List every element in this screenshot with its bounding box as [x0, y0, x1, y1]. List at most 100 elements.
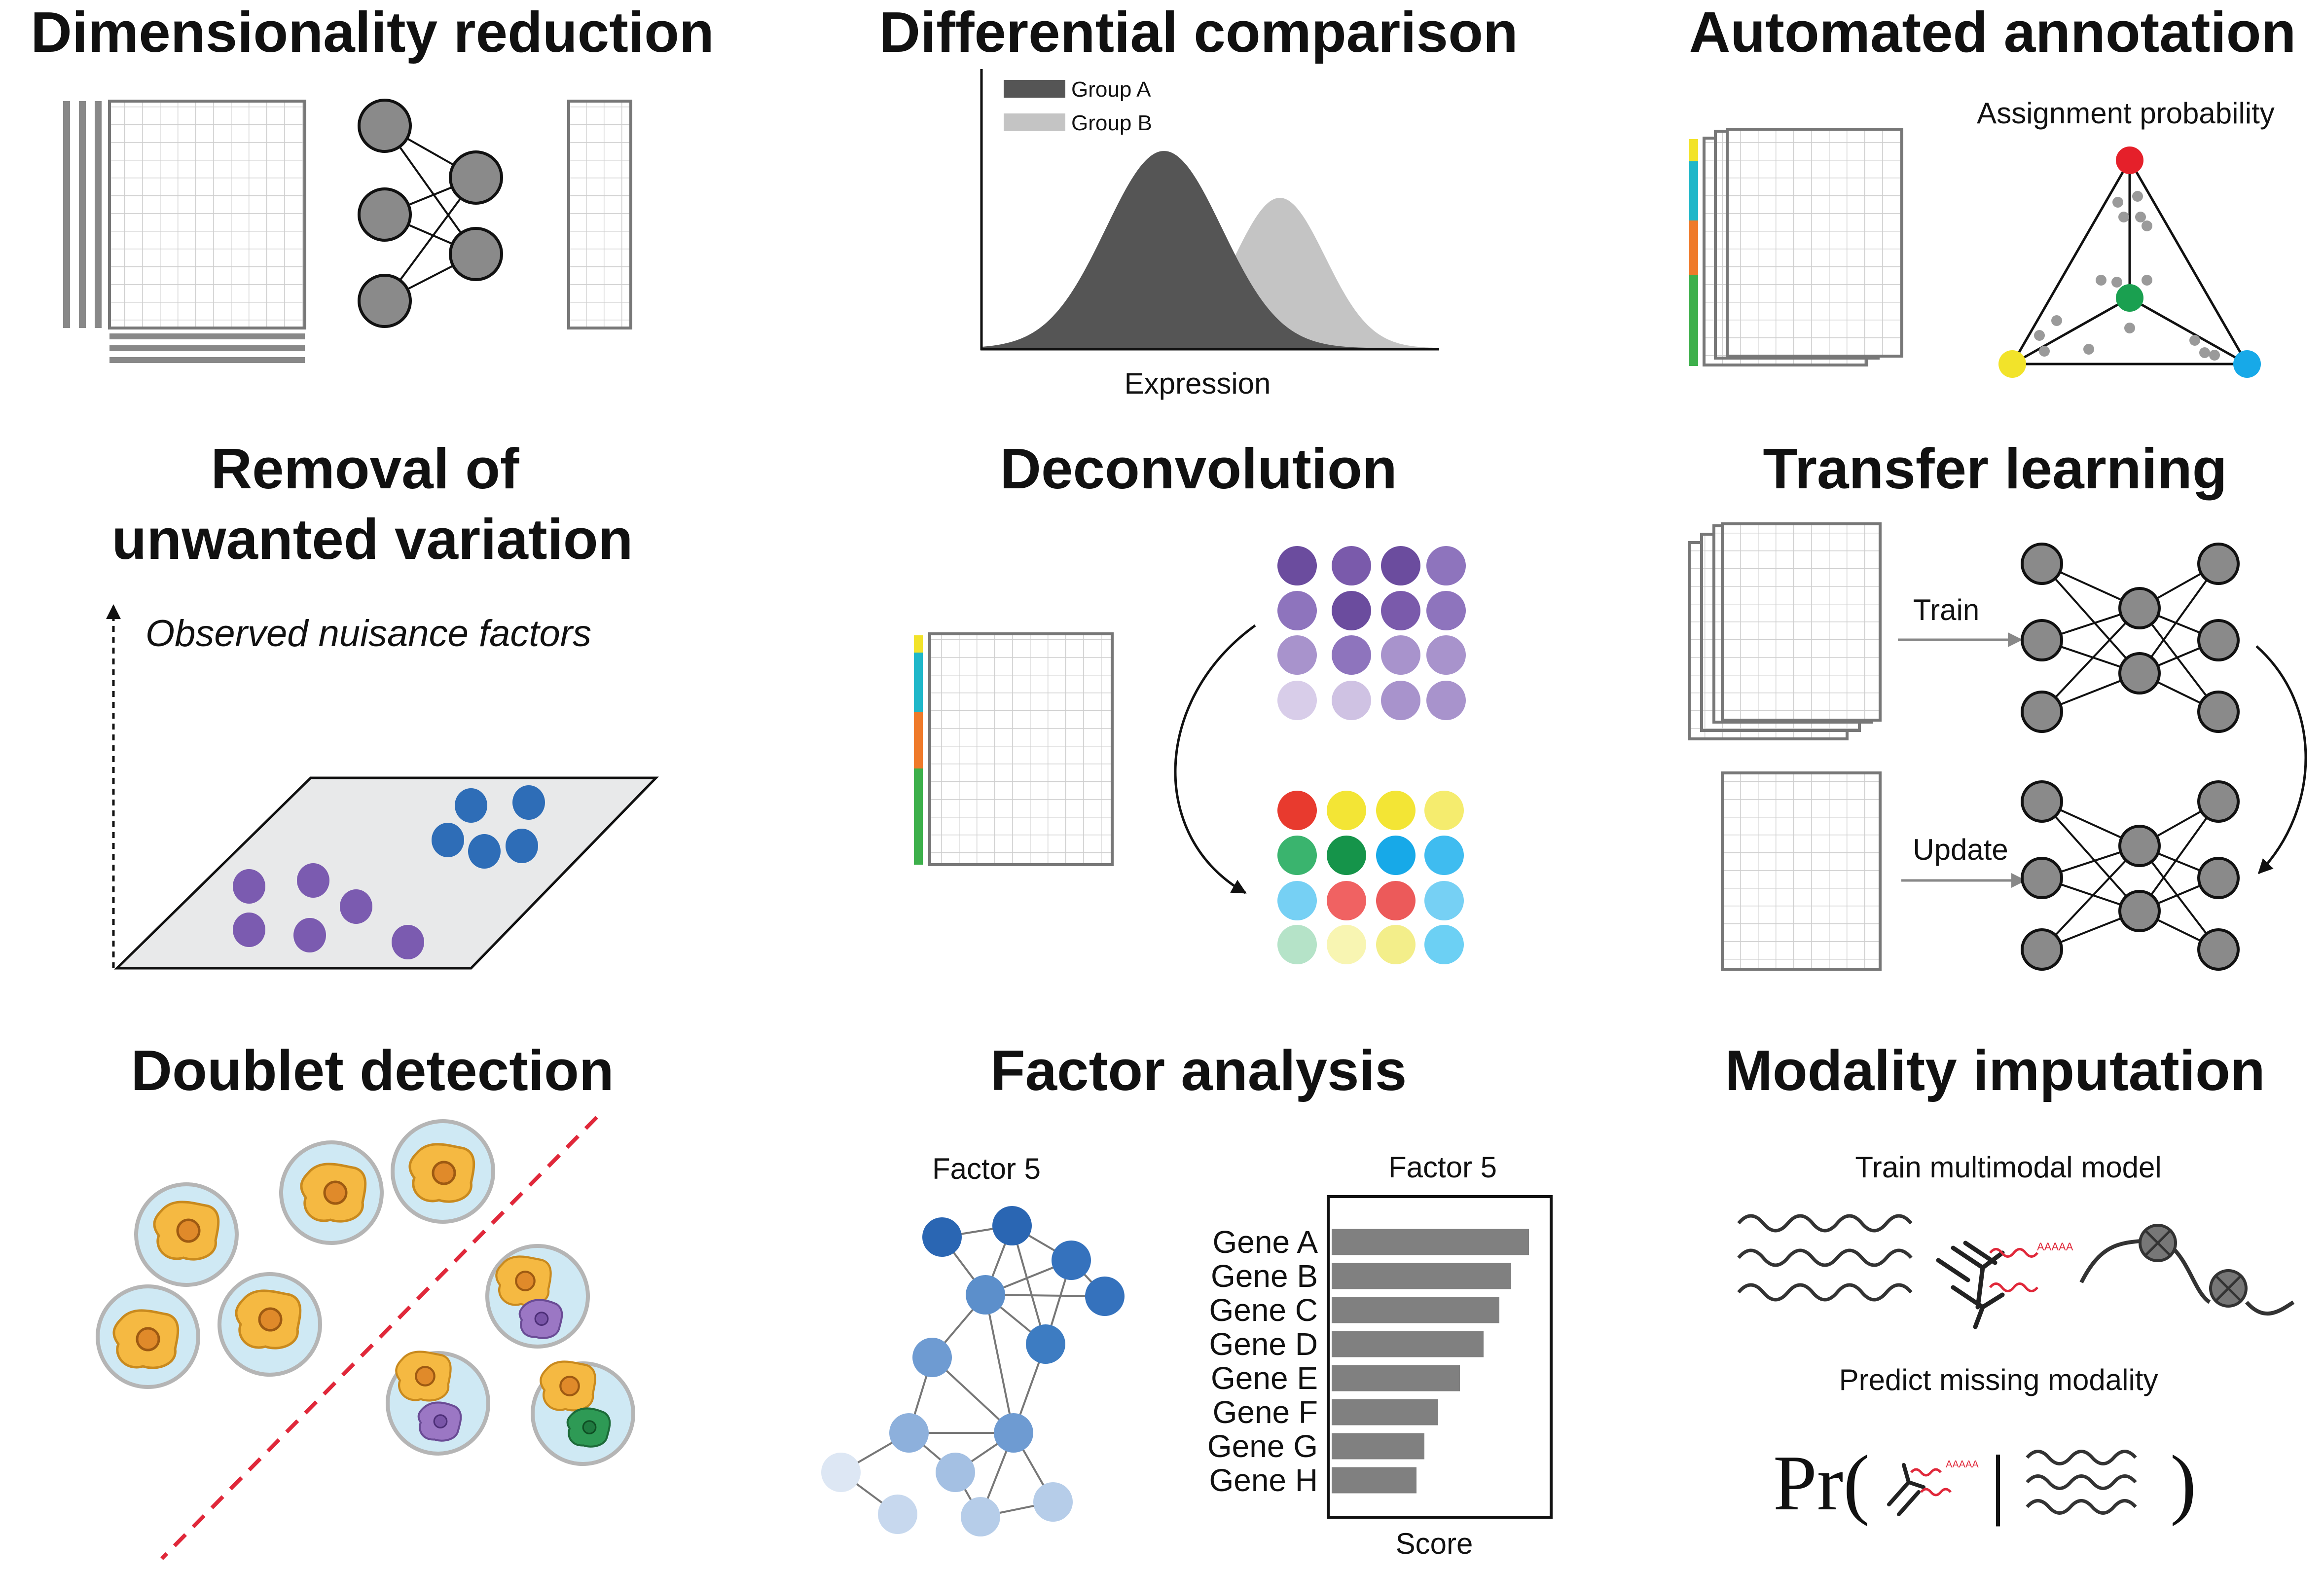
distribution-curves — [981, 151, 1439, 348]
network-node — [2021, 857, 2063, 899]
curve-group-a — [981, 151, 1439, 348]
formula-rna-wave — [2026, 1450, 2137, 1515]
network-node — [2118, 587, 2161, 629]
panel-automated-annotation: Automated annotation Assignment probabil… — [1689, 0, 2296, 378]
panel-removal-unwanted-variation: Removal of unwanted variation Observed n… — [106, 437, 659, 970]
gene-label: Gene F — [1213, 1394, 1318, 1430]
legend-label-a: Group A — [1071, 77, 1151, 102]
formula-close: ) — [2170, 1439, 2196, 1527]
gene-label: Gene D — [1209, 1326, 1318, 1362]
panel-title: Modality imputation — [1725, 1038, 2265, 1102]
gene-label: Gene B — [1211, 1258, 1318, 1294]
panel-title-line1: Removal of — [211, 437, 519, 501]
bar-gene-h — [1332, 1467, 1416, 1494]
network-node — [2021, 619, 2063, 661]
panel-transfer-learning: Transfer learning Train Update — [1688, 437, 2307, 971]
panel-title: Automated annotation — [1689, 0, 2296, 64]
curved-arrow — [2255, 645, 2307, 875]
purple-dot-grid — [1277, 546, 1466, 720]
bar-gene-c — [1332, 1297, 1499, 1323]
autoencoder-network — [358, 99, 503, 328]
panel-differential-comparison: Differential comparison Group A Group B … — [879, 0, 1518, 400]
panel-dimensionality-reduction: Dimensionality reduction — [31, 0, 714, 363]
panel-doublet-detection: Doublet detection — [96, 1038, 635, 1560]
panel-title: Deconvolution — [1000, 437, 1397, 501]
vertex-red — [2116, 146, 2143, 174]
network-pretrained — [2021, 543, 2240, 733]
gene-label: Gene C — [1209, 1292, 1318, 1328]
network-node — [2118, 825, 2161, 867]
predict-label: Predict missing modality — [1839, 1363, 2158, 1396]
panel-factor-analysis: Factor analysis Factor 5 — [821, 1038, 1553, 1560]
network-node — [2021, 928, 2063, 971]
cell-type-bar — [914, 635, 923, 865]
gene-label: Gene G — [1207, 1428, 1318, 1464]
bar-gene-f — [1332, 1399, 1438, 1425]
formula-antibody-icon: AAAAA — [1887, 1459, 1979, 1516]
legend-label-b: Group B — [1071, 111, 1152, 135]
panel-title: Transfer learning — [1763, 437, 2227, 501]
train-label: Train multimodal model — [1855, 1151, 2161, 1184]
vertex-green — [2116, 284, 2143, 312]
blue-points — [432, 785, 545, 869]
network-node — [2021, 780, 2063, 823]
formula-bar: | — [1990, 1439, 2006, 1527]
probability-simplex — [1998, 146, 2261, 378]
panel-deconvolution: Deconvolution — [914, 437, 1466, 964]
target-matrix — [1721, 771, 1882, 971]
network-label: Factor 5 — [932, 1152, 1041, 1185]
panel-title: Differential comparison — [879, 0, 1518, 64]
poly-a-tail: AAAAA — [1946, 1459, 1979, 1470]
network-node — [2118, 652, 2161, 694]
update-label: Update — [1913, 833, 2008, 866]
curved-arrow — [1174, 624, 1256, 894]
nuisance-axis-label: Observed nuisance factors — [145, 613, 591, 655]
vertex-blue — [2233, 350, 2261, 378]
data-matrix — [108, 100, 306, 329]
network-node — [2197, 543, 2240, 585]
formula-prefix: Pr( — [1773, 1439, 1870, 1527]
bar-gene-b — [1332, 1263, 1511, 1289]
network-node — [2197, 928, 2240, 971]
train-label: Train — [1913, 593, 1979, 626]
curve-group-b — [981, 198, 1439, 348]
source-matrices — [1688, 522, 1882, 740]
plane — [113, 776, 659, 970]
reduced-matrix — [567, 100, 632, 329]
legend-swatch-b — [1004, 113, 1065, 131]
bar-gene-e — [1332, 1365, 1460, 1391]
bulk-matrix — [928, 632, 1114, 866]
stacked-matrices — [1703, 128, 1903, 366]
network-node — [2197, 780, 2240, 823]
network-node — [2197, 619, 2240, 661]
decision-boundary — [160, 1116, 598, 1560]
atac-icon — [2079, 1224, 2295, 1316]
network-node — [2021, 543, 2063, 585]
gene-label: Gene A — [1213, 1224, 1318, 1260]
gene-network — [821, 1206, 1125, 1536]
panel-title: Dimensionality reduction — [31, 0, 714, 64]
antibody-icon: AAAAA — [1936, 1241, 2073, 1329]
panel-title: Factor analysis — [990, 1038, 1407, 1102]
panel-title: Doublet detection — [131, 1038, 614, 1102]
legend-swatch-a — [1004, 80, 1065, 98]
network-node — [2118, 890, 2161, 932]
bar-gene-a — [1332, 1229, 1529, 1255]
side-bars — [63, 101, 305, 363]
x-axis-label: Expression — [1125, 367, 1271, 400]
bar-gene-g — [1332, 1433, 1424, 1460]
gene-label: Gene E — [1211, 1360, 1318, 1396]
network-updated — [2021, 780, 2240, 971]
panel-modality-imputation: Modality imputation Train multimodal mod… — [1725, 1038, 2295, 1527]
network-node — [2197, 691, 2240, 733]
poly-a-tail: AAAAA — [2037, 1241, 2073, 1253]
network-node — [2021, 691, 2063, 733]
vertex-yellow — [1998, 350, 2026, 378]
cell-type-bar — [1689, 139, 1698, 366]
panel-title-line2: unwanted variation — [111, 507, 633, 571]
network-node — [2197, 857, 2240, 899]
x-axis-label: Score — [1396, 1527, 1473, 1560]
color-dot-grid — [1277, 791, 1464, 964]
